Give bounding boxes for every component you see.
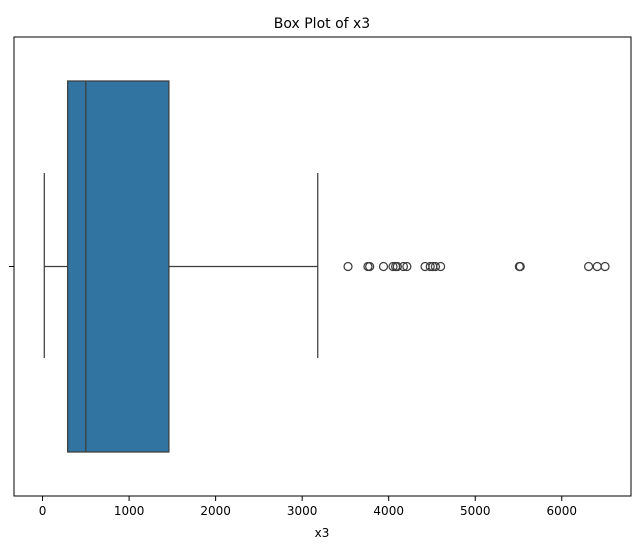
outlier-point	[583, 261, 594, 272]
outlier-point	[425, 261, 435, 272]
outlier-point	[430, 261, 441, 272]
outlier-point	[392, 261, 402, 272]
plot-marks	[43, 80, 610, 453]
x-axis-label: x3	[315, 526, 330, 540]
x-tick-label: 5000	[460, 504, 491, 518]
outlier-point	[435, 261, 446, 272]
chart-title: Box Plot of x3	[274, 16, 370, 32]
x-tick-label: 1000	[114, 504, 145, 518]
x-tick-label: 4000	[373, 504, 404, 518]
x-tick-label: 2000	[200, 504, 231, 518]
x-axis-ticks: 0 1000 2000 3000 4000 5000 6000	[39, 496, 577, 518]
outlier-point	[398, 261, 409, 272]
x-tick-label: 3000	[287, 504, 318, 518]
x-tick-label: 0	[39, 504, 47, 518]
outlier-point	[343, 261, 353, 272]
x-tick-label: 6000	[546, 504, 577, 518]
outlier-point	[388, 261, 398, 272]
outlier-point	[402, 261, 412, 272]
iqr-box	[67, 80, 170, 453]
outlier-point	[600, 261, 610, 272]
outlier-point	[515, 261, 525, 272]
outlier-point	[365, 261, 375, 272]
outlier-point	[592, 261, 602, 272]
outlier-point	[378, 261, 389, 272]
